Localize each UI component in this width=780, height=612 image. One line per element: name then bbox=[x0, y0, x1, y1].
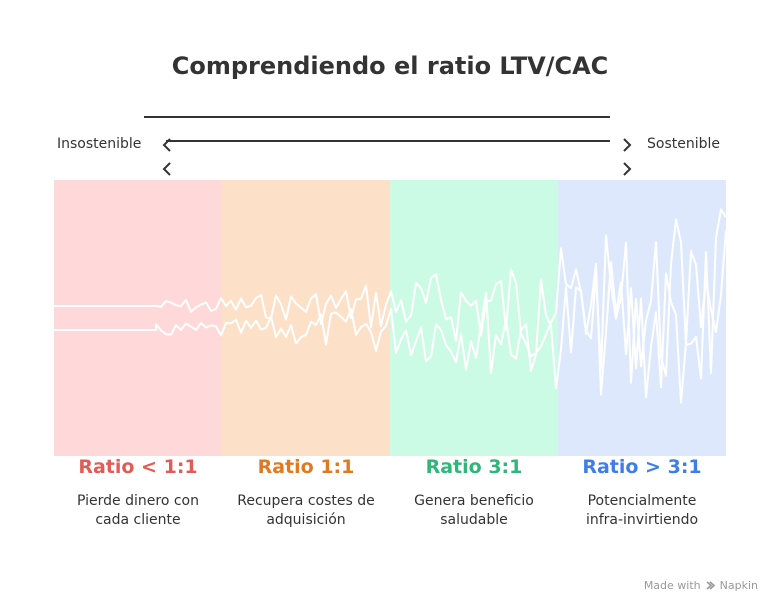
segment-panel-healthy bbox=[390, 180, 558, 456]
description-underinvesting: Potencialmente infra-invirtiendo bbox=[585, 493, 699, 528]
ratio-label-healthy: Ratio 3:1 bbox=[425, 456, 523, 478]
ratio-label-breakeven: Ratio 1:1 bbox=[257, 456, 355, 478]
napkin-logo-icon bbox=[706, 581, 715, 590]
ratio-label-loss: Ratio < 1:1 bbox=[78, 456, 198, 478]
description-loss: Pierde dinero con cada cliente bbox=[77, 493, 199, 528]
segment-panel-breakeven bbox=[222, 180, 390, 456]
ratio-label-underinvesting: Ratio > 3:1 bbox=[582, 456, 702, 478]
segment-panel-loss bbox=[54, 180, 222, 456]
wave-line bbox=[54, 208, 727, 384]
description-healthy: Genera beneficio saludable bbox=[414, 493, 534, 528]
chevron-left-icon bbox=[162, 138, 171, 152]
description-breakeven: Recupera costes de adquisición bbox=[237, 493, 375, 528]
unsustainable-label: Insostenible bbox=[57, 136, 142, 152]
chevron-left-icon bbox=[162, 162, 171, 176]
chevron-right-icon bbox=[623, 162, 632, 176]
page-title: Comprendiendo el ratio LTV/CAC bbox=[171, 52, 609, 80]
sustainability-scale bbox=[144, 116, 632, 176]
wave-line bbox=[54, 229, 727, 404]
made-with-napkin-badge: Made with Napkin bbox=[643, 579, 758, 592]
sustainable-label: Sostenible bbox=[647, 136, 721, 152]
chevron-right-icon bbox=[623, 138, 632, 152]
